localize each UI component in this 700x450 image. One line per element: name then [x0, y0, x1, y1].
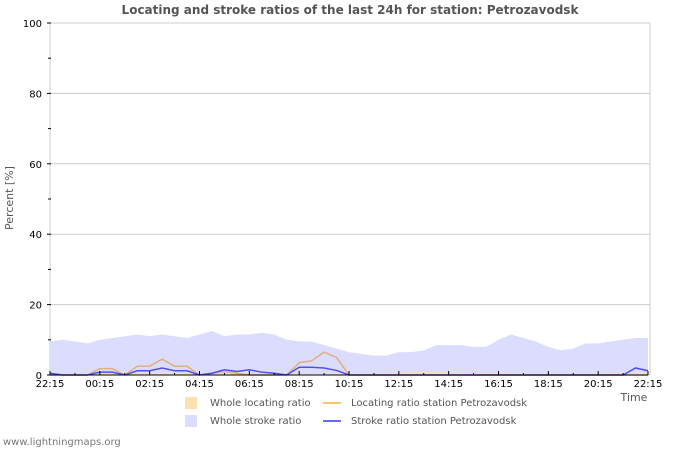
- x-tick-label: 16:15: [484, 379, 513, 390]
- y-tick-label: 20: [29, 301, 42, 312]
- whole-locating-swatch: [185, 397, 197, 409]
- x-tick-label: 06:15: [235, 379, 264, 390]
- y-axis-title: Percent [%]: [3, 166, 16, 230]
- legend-locating-station: Locating ratio station Petrozavodsk: [323, 398, 543, 409]
- legend-label: Stroke ratio station Petrozavodsk: [351, 415, 517, 427]
- whole-stroke-swatch: [185, 415, 197, 427]
- x-tick-label: 14:15: [434, 379, 463, 390]
- x-tick-label: 22:15: [634, 379, 663, 390]
- x-tick-label: 18:15: [534, 379, 563, 390]
- y-tick-label: 80: [29, 89, 42, 100]
- y-tick-label: 100: [23, 19, 42, 30]
- x-tick-label: 08:15: [285, 379, 314, 390]
- grid-lines: [49, 22, 651, 376]
- legend-label: Locating ratio station Petrozavodsk: [351, 397, 528, 409]
- x-tick-label: 10:15: [335, 379, 364, 390]
- legend-label: Whole stroke ratio: [210, 415, 302, 427]
- stroke-station-swatch: [323, 420, 341, 422]
- x-tick-label: 20:15: [584, 379, 613, 390]
- locating-station-swatch: [323, 402, 341, 404]
- y-tick-label: 40: [29, 230, 42, 241]
- x-tick-label: 12:15: [384, 379, 413, 390]
- axes: 0 20 40 60 80 100 22:15 00:15 02:15 04:15 06:15 08:…: [23, 19, 663, 390]
- legend-label: Whole locating ratio: [210, 397, 311, 409]
- legend-whole-locating: Whole locating ratio: [185, 397, 323, 409]
- legend: Whole locating ratio Locating ratio stat…: [185, 394, 543, 430]
- x-tick-label: 00:15: [85, 379, 114, 390]
- y-tick-label: 60: [29, 160, 42, 171]
- footer-link[interactable]: www.lightningmaps.org: [3, 437, 121, 448]
- x-tick-label: 04:15: [185, 379, 214, 390]
- data-areas: [50, 331, 648, 375]
- y-tick-label: 0: [36, 371, 42, 382]
- x-tick-label: 22:15: [36, 379, 65, 390]
- whole-stroke-area: [50, 331, 648, 375]
- x-axis-title: Time: [620, 391, 648, 404]
- legend-stroke-station: Stroke ratio station Petrozavodsk: [323, 416, 543, 427]
- x-tick-label: 02:15: [135, 379, 164, 390]
- chart-title: Locating and stroke ratios of the last 2…: [121, 3, 579, 17]
- legend-whole-stroke: Whole stroke ratio: [185, 415, 323, 427]
